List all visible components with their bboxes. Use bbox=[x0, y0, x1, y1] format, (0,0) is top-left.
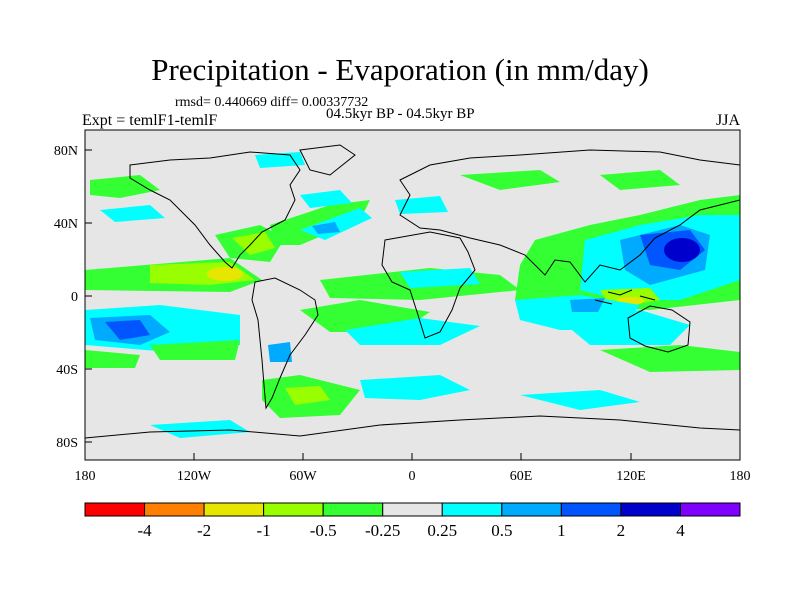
lon-tick-label: 120W bbox=[177, 469, 212, 484]
colorbar-labels: -4 -2 -1 -0.5 -0.25 0.25 0.5 1 2 4 bbox=[137, 521, 685, 540]
colorbar-swatch bbox=[501, 502, 562, 517]
anomaly-region bbox=[460, 170, 560, 190]
coastlines bbox=[85, 144, 740, 439]
anomaly-region bbox=[600, 170, 680, 190]
colorbar-label: 1 bbox=[557, 521, 566, 540]
anomaly-region bbox=[85, 350, 140, 368]
coast-greenland bbox=[299, 144, 356, 176]
colorbar-swatch bbox=[263, 502, 324, 517]
map-title: Precipitation - Evaporation (in mm/day) bbox=[151, 52, 649, 87]
colorbar-label: 0.5 bbox=[491, 521, 512, 540]
anomaly-region bbox=[520, 390, 640, 410]
colorbar-swatch bbox=[322, 502, 384, 517]
anomaly-region bbox=[312, 222, 340, 234]
anomaly-region bbox=[664, 238, 700, 262]
colorbar-label: 0.25 bbox=[427, 521, 457, 540]
lon-tick-label: 60W bbox=[289, 469, 317, 484]
colorbar-swatch bbox=[560, 502, 622, 517]
colorbar-label: 2 bbox=[617, 521, 626, 540]
rmsd-diff-stats: rmsd= 0.440669 diff= 0.00337732 bbox=[175, 95, 369, 110]
coast-africa bbox=[381, 231, 476, 339]
anomaly-region bbox=[270, 200, 370, 245]
coast-maritime-continent bbox=[594, 289, 656, 305]
lon-tick-label: 120E bbox=[616, 469, 646, 484]
anomaly-region bbox=[360, 375, 470, 400]
anomaly-region bbox=[560, 310, 690, 345]
colorbar bbox=[84, 502, 741, 517]
anomaly-region bbox=[570, 298, 605, 312]
anomaly-region bbox=[105, 320, 150, 340]
anomaly-region bbox=[232, 232, 275, 255]
anomaly-region bbox=[300, 190, 352, 208]
lon-tick-label: 60E bbox=[510, 469, 533, 484]
colorbar-swatch bbox=[441, 502, 503, 517]
lon-axis bbox=[84, 453, 741, 460]
colorbar-label: 4 bbox=[676, 521, 685, 540]
lat-tick-label: 0 bbox=[71, 290, 78, 305]
colorbar-swatch bbox=[144, 502, 205, 517]
colorbar-label: -2 bbox=[197, 521, 211, 540]
coast-eurasia bbox=[399, 149, 740, 283]
coast-antarctica bbox=[85, 415, 740, 439]
anomaly-region bbox=[600, 345, 740, 372]
anomaly-region bbox=[90, 175, 160, 198]
anomaly-region bbox=[255, 152, 305, 168]
colorbar-label: -1 bbox=[257, 521, 271, 540]
colorbar-swatch bbox=[620, 502, 681, 517]
anomaly-region bbox=[207, 267, 243, 281]
lon-tick-label: 0 bbox=[409, 469, 416, 484]
colorbar-label: -0.5 bbox=[310, 521, 337, 540]
anomaly-region bbox=[285, 386, 330, 405]
colorbar-swatch bbox=[382, 502, 443, 517]
lat-tick-label: 40S bbox=[56, 363, 78, 378]
coast-australia bbox=[627, 305, 691, 353]
coast-north-america bbox=[129, 151, 301, 269]
colorbar-label: -0.25 bbox=[365, 521, 400, 540]
lat-tick-label: 40N bbox=[54, 217, 78, 232]
anomaly-region bbox=[268, 342, 292, 362]
colorbar-swatch bbox=[84, 502, 146, 517]
anomaly-region bbox=[345, 318, 480, 345]
period-label: 04.5kyr BP - 04.5kyr BP bbox=[326, 106, 475, 122]
colorbar-swatch bbox=[203, 502, 265, 517]
lat-axis bbox=[85, 149, 92, 443]
anomaly-region bbox=[100, 205, 165, 222]
anomaly-region bbox=[395, 196, 448, 214]
anomaly-region bbox=[150, 420, 250, 438]
season-label: JJA bbox=[716, 112, 741, 129]
anomaly-region bbox=[400, 268, 480, 288]
colorbar-label: -4 bbox=[137, 521, 152, 540]
lon-tick-label: 180 bbox=[730, 469, 751, 484]
lat-tick-label: 80S bbox=[56, 436, 78, 451]
anomaly-field bbox=[85, 152, 740, 438]
anomaly-region bbox=[150, 340, 240, 360]
colorbar-swatch bbox=[679, 502, 741, 517]
lat-tick-label: 80N bbox=[54, 144, 78, 159]
coast-south-america bbox=[251, 277, 319, 410]
experiment-label: Expt = temlF1-temlF bbox=[82, 112, 218, 129]
lon-tick-label: 180 bbox=[75, 469, 96, 484]
